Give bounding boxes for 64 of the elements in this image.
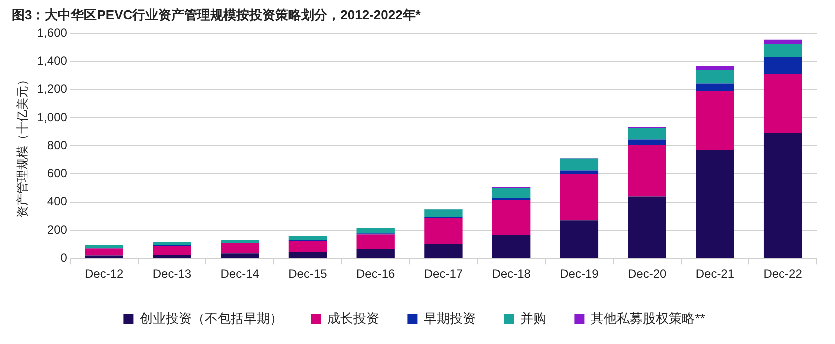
bar xyxy=(492,188,531,198)
chart-title: 图3：大中华区PEVC行业资产管理规模按投资策略划分，2012-2022年* xyxy=(12,7,422,22)
x-tick-label: Dec-20 xyxy=(628,267,667,282)
y-tick-label: 200 xyxy=(47,222,68,237)
bar xyxy=(560,174,599,221)
y-tick-label: 1,200 xyxy=(37,82,68,96)
y-axis-title: 资产管理规模（十亿美元） xyxy=(16,74,30,218)
x-tick-label: Dec-17 xyxy=(424,267,464,282)
bar xyxy=(424,210,463,218)
bar xyxy=(356,228,395,234)
y-tick-label: 400 xyxy=(47,194,68,209)
x-tick-label: Dec-13 xyxy=(152,267,192,282)
bar xyxy=(85,248,124,256)
legend-label: 创业投资（不包括早期） xyxy=(140,311,284,326)
y-tick-label: 1,600 xyxy=(37,26,68,40)
x-tick-label: Dec-22 xyxy=(764,267,803,282)
x-tick-label: Dec-15 xyxy=(288,267,328,282)
bar xyxy=(356,234,395,250)
bar xyxy=(628,196,666,258)
y-tick-label: 800 xyxy=(47,138,68,152)
x-tick-label: Dec-14 xyxy=(220,267,260,282)
bar xyxy=(696,91,734,150)
bar xyxy=(424,218,463,245)
bar xyxy=(628,140,666,146)
legend-label: 成长投资 xyxy=(328,311,380,326)
bar xyxy=(221,254,260,258)
bar xyxy=(221,244,260,254)
bar xyxy=(424,244,463,258)
bar xyxy=(764,40,802,44)
bar xyxy=(153,246,192,256)
legend-label: 其他私募股权策略** xyxy=(591,311,706,326)
bar xyxy=(288,252,328,258)
x-tick-label: Dec-16 xyxy=(356,267,396,282)
bar xyxy=(153,242,192,246)
bar xyxy=(560,220,599,258)
legend-label: 并购 xyxy=(520,311,547,326)
bar xyxy=(560,170,599,174)
legend-label: 早期投资 xyxy=(424,311,476,326)
bar xyxy=(696,66,734,70)
bar xyxy=(288,236,328,240)
x-tick-label: Dec-19 xyxy=(560,267,600,282)
bar xyxy=(356,249,395,258)
bar xyxy=(628,145,666,197)
bar xyxy=(764,44,802,58)
y-tick-label: 0 xyxy=(60,250,68,265)
bar xyxy=(85,245,124,248)
bar xyxy=(288,241,328,252)
y-tick-label: 600 xyxy=(47,166,68,181)
x-tick-label: Dec-18 xyxy=(492,267,532,282)
bar xyxy=(696,84,734,92)
bar xyxy=(764,133,802,258)
bar xyxy=(696,150,734,258)
bar xyxy=(153,255,192,258)
bar xyxy=(492,235,531,258)
x-tick-label: Dec-21 xyxy=(696,267,735,282)
bar xyxy=(696,70,734,84)
x-tick-label: Dec-12 xyxy=(85,267,124,282)
bar xyxy=(764,57,802,74)
y-tick-label: 1,000 xyxy=(37,110,68,124)
y-tick-label: 1,400 xyxy=(37,54,68,68)
bar xyxy=(764,74,802,134)
bar xyxy=(628,128,666,140)
bar xyxy=(492,200,531,236)
bar xyxy=(560,158,599,171)
